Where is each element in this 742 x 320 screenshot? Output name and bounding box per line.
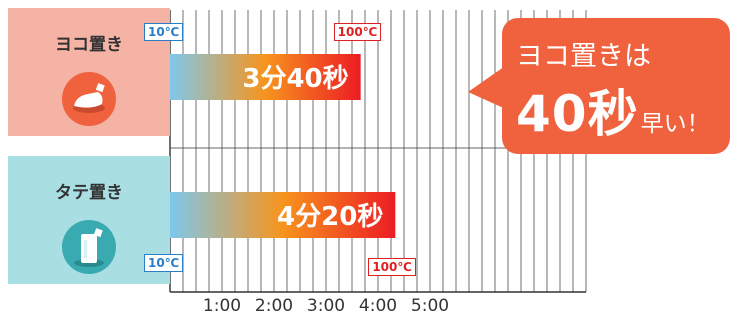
bar-value-label-0: 3分40秒 bbox=[242, 64, 348, 94]
end-temp-tag-yoko: 100℃ bbox=[333, 23, 382, 41]
bars bbox=[170, 54, 396, 238]
row-label-tate: タテ置き bbox=[8, 156, 170, 284]
row-name-tate: タテ置き bbox=[55, 183, 123, 203]
callout-line1: ヨコ置きは bbox=[516, 41, 651, 72]
end-temp-tag-tate: 100℃ bbox=[368, 258, 416, 276]
x-tick-label: 2:00 bbox=[254, 296, 294, 316]
bar-0 bbox=[170, 54, 361, 100]
x-tick-label: 5:00 bbox=[410, 296, 450, 316]
start-temp-tag-yoko: 10℃ bbox=[144, 23, 184, 41]
vertical-bag-icon bbox=[62, 220, 116, 274]
row-label-yoko: ヨコ置き bbox=[8, 8, 170, 136]
callout-big-text: 40秒 bbox=[516, 85, 639, 143]
row-name-yoko: ヨコ置き bbox=[55, 35, 123, 55]
x-tick-label: 1:00 bbox=[202, 296, 242, 316]
start-temp-tag-tate: 10℃ bbox=[144, 254, 184, 272]
callout-line2: 40秒早い！ bbox=[516, 74, 710, 146]
callout-bubble: ヨコ置きは 40秒早い！ bbox=[502, 18, 730, 154]
x-tick-label: 4:00 bbox=[358, 296, 398, 316]
bar-value-labels: 3分40秒 4分20秒 bbox=[242, 64, 383, 232]
bar-value-label-1: 4分20秒 bbox=[277, 202, 383, 232]
x-tick-label: 3:00 bbox=[306, 296, 346, 316]
bar-1 bbox=[170, 192, 396, 238]
horizontal-bag-icon bbox=[62, 72, 116, 126]
callout-small-text: 早い！ bbox=[640, 111, 710, 137]
